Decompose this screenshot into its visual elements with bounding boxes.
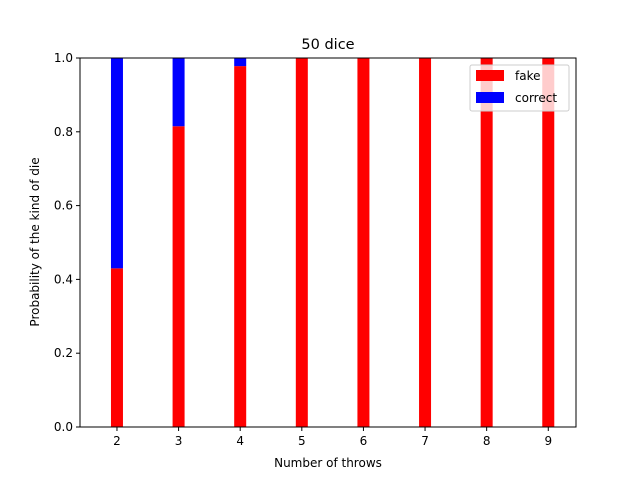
x-tick-label: 8 (483, 434, 491, 448)
x-tick-label: 7 (421, 434, 429, 448)
x-tick-label: 3 (175, 434, 183, 448)
bar-fake-8 (480, 58, 493, 427)
x-axis-ticks: 2 3 4 5 6 7 8 9 (113, 427, 552, 448)
bar-fake-2 (110, 268, 123, 427)
bar-fake-5 (295, 58, 308, 427)
legend-swatch-correct (476, 92, 504, 103)
legend-label-fake: fake (515, 69, 540, 83)
bar-fake-6 (357, 58, 370, 427)
y-tick-label: 0.4 (54, 272, 73, 286)
legend-label-correct: correct (515, 91, 557, 105)
y-tick-label: 0.2 (54, 346, 73, 360)
bar-fake-7 (419, 58, 432, 427)
y-tick-label: 1.0 (54, 51, 73, 65)
bar-correct-2 (110, 58, 123, 269)
y-tick-label: 0.6 (54, 199, 73, 213)
legend: fake correct (469, 64, 570, 112)
bar-fake-4 (234, 66, 247, 428)
y-tick-label: 0.8 (54, 125, 73, 139)
y-tick-label: 0.0 (54, 420, 73, 434)
bar-fake-3 (172, 126, 185, 427)
x-tick-label: 6 (360, 434, 368, 448)
bars (110, 58, 555, 428)
x-tick-label: 5 (298, 434, 306, 448)
bar-correct-4 (234, 58, 247, 67)
x-tick-label: 4 (236, 434, 244, 448)
y-axis-ticks: 0.0 0.2 0.4 0.6 0.8 1.0 (54, 51, 80, 434)
bar-correct-3 (172, 58, 185, 127)
bar-fake-9 (542, 58, 555, 427)
plot-frame (79, 57, 577, 428)
x-tick-label: 2 (113, 434, 121, 448)
x-tick-label: 9 (544, 434, 552, 448)
chart-title: 50 dice (301, 37, 354, 53)
x-axis-label: Number of throws (274, 456, 382, 470)
y-axis-label: Probability of the kind of die (28, 157, 42, 326)
legend-swatch-fake (476, 70, 504, 81)
